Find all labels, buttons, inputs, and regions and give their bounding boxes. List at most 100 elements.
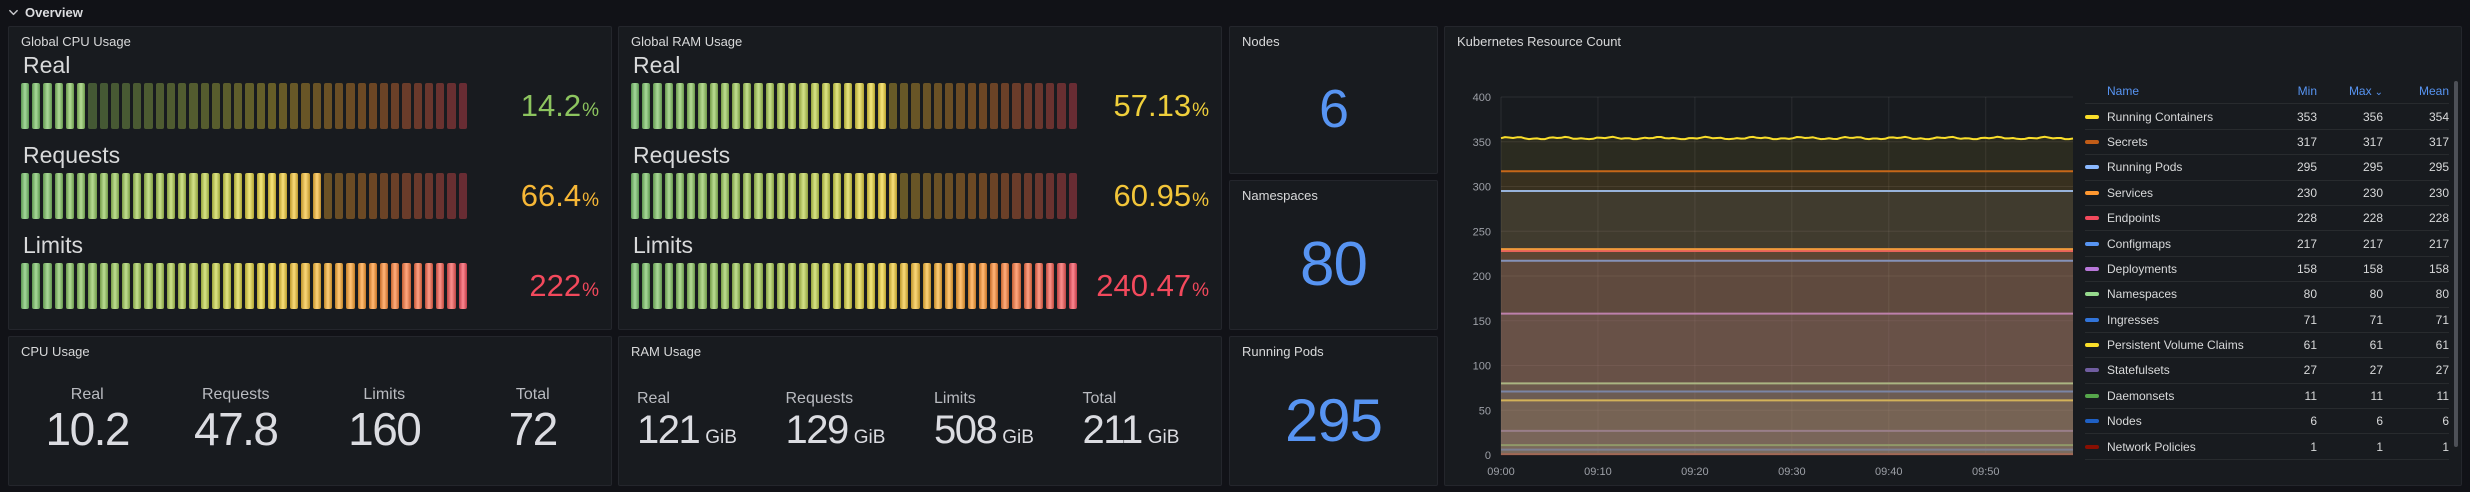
gauge-cell: [54, 83, 63, 130]
overview-section-header[interactable]: Overview: [8, 2, 83, 22]
panel-title-global-ram[interactable]: Global RAM Usage: [631, 34, 743, 49]
resource-count-plot[interactable]: 0 50 100 150 200 250 300 350 400 09:00 09:10 09:20 0…: [1445, 27, 2461, 485]
legend-scrollbar[interactable]: [2454, 81, 2458, 447]
gauge-cell: [933, 262, 943, 309]
series-max: 61: [2369, 338, 2383, 353]
gauge-cell: [133, 83, 142, 130]
gauge-cell: [754, 173, 763, 220]
gauge-requests: Requests 66.4%: [21, 142, 599, 220]
legend-row[interactable]: Services 230 230 230: [2085, 181, 2449, 206]
series-mean: 6: [2442, 414, 2449, 429]
gauge-cell: [956, 262, 965, 309]
gauge-cell: [889, 83, 898, 130]
panel-title-resource-count[interactable]: Kubernetes Resource Count: [1457, 34, 1622, 49]
gauge-cell: [312, 262, 321, 309]
series-name[interactable]: Network Policies: [2107, 439, 2196, 454]
section-title: Overview: [25, 4, 83, 20]
gauge-cell: [323, 83, 333, 130]
series-name[interactable]: Nodes: [2107, 414, 2142, 429]
gauge-cell: [279, 173, 288, 220]
gauge-cell: [731, 262, 741, 309]
global-ram-gauges: Real 57.13% Requests 60.95% Limits 240.47%: [619, 49, 1221, 323]
gauge-cell: [642, 83, 651, 130]
series-name[interactable]: Running Containers: [2107, 109, 2214, 124]
legend-row[interactable]: Running Pods 295 295 295: [2085, 155, 2449, 181]
gauge-cell: [810, 83, 819, 130]
gauge-cell: [653, 173, 662, 220]
gauge-cell: [346, 262, 355, 309]
series-name[interactable]: Ingresses: [2107, 312, 2160, 327]
stat-value: 72: [508, 403, 559, 456]
legend-row[interactable]: Endpoints 228 228 228: [2085, 206, 2449, 232]
legend-row[interactable]: Running Containers 353 356 354: [2085, 104, 2449, 130]
gauge-cell: [21, 173, 30, 220]
gauge-cell: [110, 83, 119, 130]
gauge-cell: [279, 83, 288, 130]
series-min: 158: [2296, 261, 2317, 276]
panel-title-namespaces[interactable]: Namespaces: [1242, 188, 1318, 203]
legend-row[interactable]: Ingresses 71 71 71: [2085, 308, 2449, 333]
series-name[interactable]: Running Pods: [2107, 160, 2183, 175]
gauge-cell: [178, 83, 187, 130]
legend-row[interactable]: Secrets 317 317 317: [2085, 130, 2449, 156]
legend-row[interactable]: Persistent Volume Claims 61 61 61: [2085, 333, 2449, 359]
gauge-cell: [687, 83, 696, 130]
series-mean: 1: [2442, 439, 2449, 454]
stat-real: Real 121 GiB: [623, 390, 772, 451]
legend-header-min[interactable]: Min: [2297, 84, 2317, 99]
series-name[interactable]: Statefulsets: [2107, 363, 2170, 378]
gauge-cell: [357, 83, 366, 130]
legend-row[interactable]: Configmaps 217 217 217: [2085, 231, 2449, 257]
series-name[interactable]: Deployments: [2107, 261, 2178, 276]
gauge-cell: [458, 262, 467, 309]
gauge-cell: [234, 173, 243, 220]
gauge-cell: [900, 173, 909, 220]
legend-row[interactable]: Namespaces 80 80 80: [2085, 282, 2449, 308]
series-name[interactable]: Services: [2107, 185, 2154, 200]
legend-row[interactable]: Deployments 158 158 158: [2085, 257, 2449, 283]
series-name[interactable]: Daemonsets: [2107, 388, 2175, 403]
gauge-cell: [844, 83, 853, 130]
gauge-cell: [945, 173, 954, 220]
panel-title-nodes[interactable]: Nodes: [1242, 34, 1280, 49]
panel-ram-usage: RAM Usage Real 121 GiB Requests 129 GiB Limits…: [618, 336, 1222, 486]
legend-row[interactable]: Network Policies 1 1 1: [2085, 434, 2449, 460]
series-min: 317: [2296, 134, 2317, 149]
gauge-cell: [335, 262, 344, 309]
series-min: 11: [2304, 388, 2317, 403]
gauge-bar: [631, 173, 1077, 220]
panel-title-running-pods[interactable]: Running Pods: [1242, 344, 1324, 359]
legend-row[interactable]: Statefulsets 27 27 27: [2085, 358, 2449, 384]
series-color-swatch: [2085, 266, 2099, 271]
gauge-cell: [424, 262, 434, 309]
gauge-cell: [301, 262, 310, 309]
legend-row[interactable]: Daemonsets 11 11 11: [2085, 384, 2449, 410]
gauge-cell: [368, 83, 377, 130]
legend-header-name[interactable]: Name: [2107, 84, 2140, 99]
svg-text:350: 350: [1473, 137, 1491, 149]
series-max: 317: [2362, 134, 2383, 149]
gauge-cell: [413, 262, 422, 309]
series-mean: 317: [2428, 134, 2449, 149]
gauge-cell: [631, 262, 640, 309]
legend-header-mean[interactable]: Mean: [2418, 84, 2449, 99]
series-min: 230: [2296, 185, 2317, 200]
gauge-cell: [832, 83, 842, 130]
gauge-cell: [776, 173, 786, 220]
gauge-cell: [256, 173, 265, 220]
panel-title-cpu-usage[interactable]: CPU Usage: [21, 344, 90, 359]
panel-kubernetes-resource-count: Kubernetes Resource Count 0 50 100 150 200 25…: [1444, 26, 2462, 486]
legend-header-max[interactable]: Max ⌄: [2348, 84, 2383, 99]
stat-value: 129 GiB: [785, 407, 886, 452]
panel-title-global-cpu[interactable]: Global CPU Usage: [21, 34, 131, 49]
series-name[interactable]: Persistent Volume Claims: [2107, 338, 2244, 353]
panel-title-ram-usage[interactable]: RAM Usage: [631, 344, 702, 359]
series-name[interactable]: Secrets: [2107, 134, 2148, 149]
series-name[interactable]: Endpoints: [2107, 211, 2161, 226]
series-name[interactable]: Namespaces: [2107, 287, 2178, 302]
stat-value: 160: [348, 403, 422, 456]
gauge-cell: [121, 262, 131, 309]
legend-row[interactable]: Nodes 6 6 6: [2085, 409, 2449, 435]
panel-global-ram-usage: Global RAM Usage Real 57.13% Requests 60.95…: [618, 26, 1222, 330]
series-name[interactable]: Configmaps: [2107, 236, 2172, 251]
